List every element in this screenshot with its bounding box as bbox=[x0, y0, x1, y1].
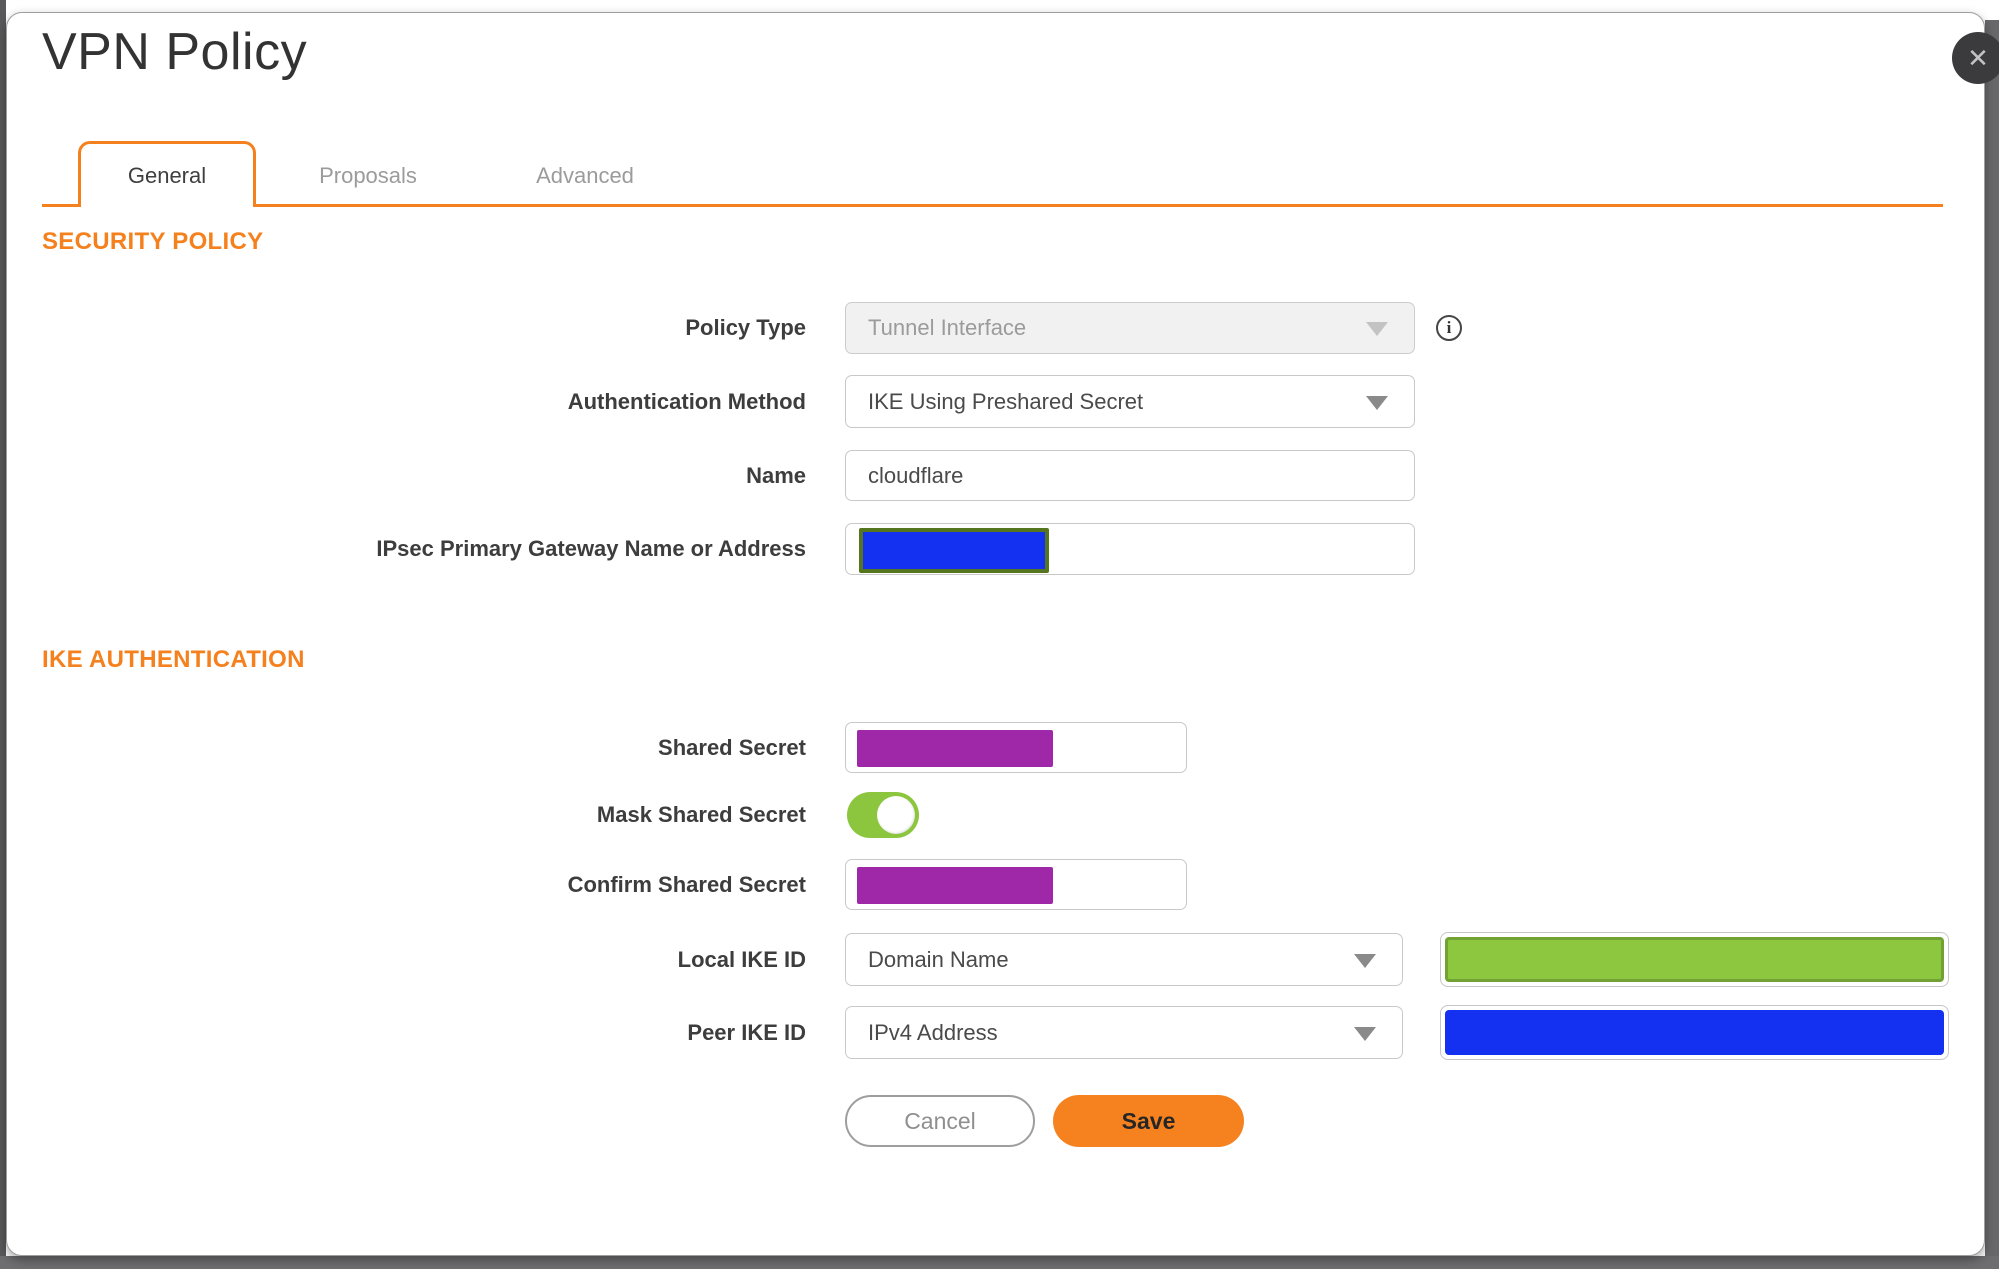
chevron-down-icon bbox=[1354, 953, 1376, 968]
confirm-shared-secret-label: Confirm Shared Secret bbox=[567, 872, 806, 897]
page-title: VPN Policy bbox=[42, 23, 308, 81]
policy-type-label: Policy Type bbox=[685, 315, 806, 340]
backdrop-bottom-strip bbox=[0, 1256, 1999, 1269]
tab-general-label: General bbox=[127, 162, 207, 188]
chevron-down-icon bbox=[1366, 395, 1388, 410]
tab-advanced[interactable]: Advanced bbox=[515, 163, 655, 189]
gateway-redaction-block bbox=[859, 528, 1049, 573]
vpn-policy-dialog bbox=[6, 12, 1985, 1256]
ike-authentication-heading: IKE AUTHENTICATION bbox=[42, 646, 305, 673]
cancel-button[interactable]: Cancel bbox=[845, 1095, 1035, 1147]
name-value: cloudflare bbox=[868, 462, 964, 488]
local-ike-id-select[interactable]: Domain Name bbox=[845, 933, 1403, 986]
local-ike-id-redaction-block bbox=[1445, 937, 1944, 982]
policy-type-value: Tunnel Interface bbox=[868, 315, 1027, 340]
name-label: Name bbox=[746, 463, 806, 488]
peer-ike-id-type: IPv4 Address bbox=[868, 1019, 998, 1045]
tab-proposals[interactable]: Proposals bbox=[298, 163, 438, 189]
tab-underline bbox=[42, 204, 1943, 207]
local-ike-id-label: Local IKE ID bbox=[677, 947, 806, 972]
shared-secret-redaction-block bbox=[857, 730, 1053, 767]
toggle-knob bbox=[877, 796, 915, 834]
save-button-label: Save bbox=[1121, 1107, 1176, 1134]
local-ike-id-type: Domain Name bbox=[868, 946, 1009, 972]
info-icon[interactable]: i bbox=[1436, 315, 1462, 341]
security-policy-heading: SECURITY POLICY bbox=[42, 228, 264, 255]
close-button[interactable]: ✕ bbox=[1952, 32, 1999, 84]
mask-shared-secret-label: Mask Shared Secret bbox=[596, 802, 806, 827]
chevron-down-icon bbox=[1366, 322, 1388, 336]
tab-advanced-label: Advanced bbox=[536, 163, 634, 188]
authentication-method-select[interactable]: IKE Using Preshared Secret bbox=[845, 375, 1415, 428]
close-icon: ✕ bbox=[1967, 43, 1989, 73]
peer-ike-id-value-input[interactable] bbox=[1440, 1005, 1949, 1060]
confirm-shared-secret-input[interactable] bbox=[845, 859, 1187, 910]
confirm-shared-secret-redaction-block bbox=[857, 867, 1053, 904]
backdrop-right-strip bbox=[1985, 20, 1999, 1269]
tab-general[interactable]: General bbox=[78, 141, 256, 207]
name-input[interactable]: cloudflare bbox=[845, 450, 1415, 501]
tab-proposals-label: Proposals bbox=[319, 163, 417, 188]
peer-ike-id-redaction-block bbox=[1445, 1010, 1944, 1055]
peer-ike-id-label: Peer IKE ID bbox=[687, 1020, 806, 1045]
authentication-method-value: IKE Using Preshared Secret bbox=[868, 388, 1144, 414]
authentication-method-label: Authentication Method bbox=[567, 389, 806, 414]
backdrop-left-strip bbox=[0, 0, 6, 1269]
shared-secret-input[interactable] bbox=[845, 722, 1187, 773]
save-button[interactable]: Save bbox=[1053, 1095, 1244, 1147]
peer-ike-id-select[interactable]: IPv4 Address bbox=[845, 1006, 1403, 1059]
gateway-input[interactable] bbox=[845, 523, 1415, 575]
gateway-label: IPsec Primary Gateway Name or Address bbox=[376, 536, 806, 561]
shared-secret-label: Shared Secret bbox=[658, 735, 806, 760]
local-ike-id-value-input[interactable] bbox=[1440, 932, 1949, 987]
policy-type-select[interactable]: Tunnel Interface bbox=[845, 302, 1415, 354]
mask-shared-secret-toggle[interactable] bbox=[847, 792, 919, 838]
chevron-down-icon bbox=[1354, 1026, 1376, 1041]
cancel-button-label: Cancel bbox=[904, 1107, 976, 1134]
